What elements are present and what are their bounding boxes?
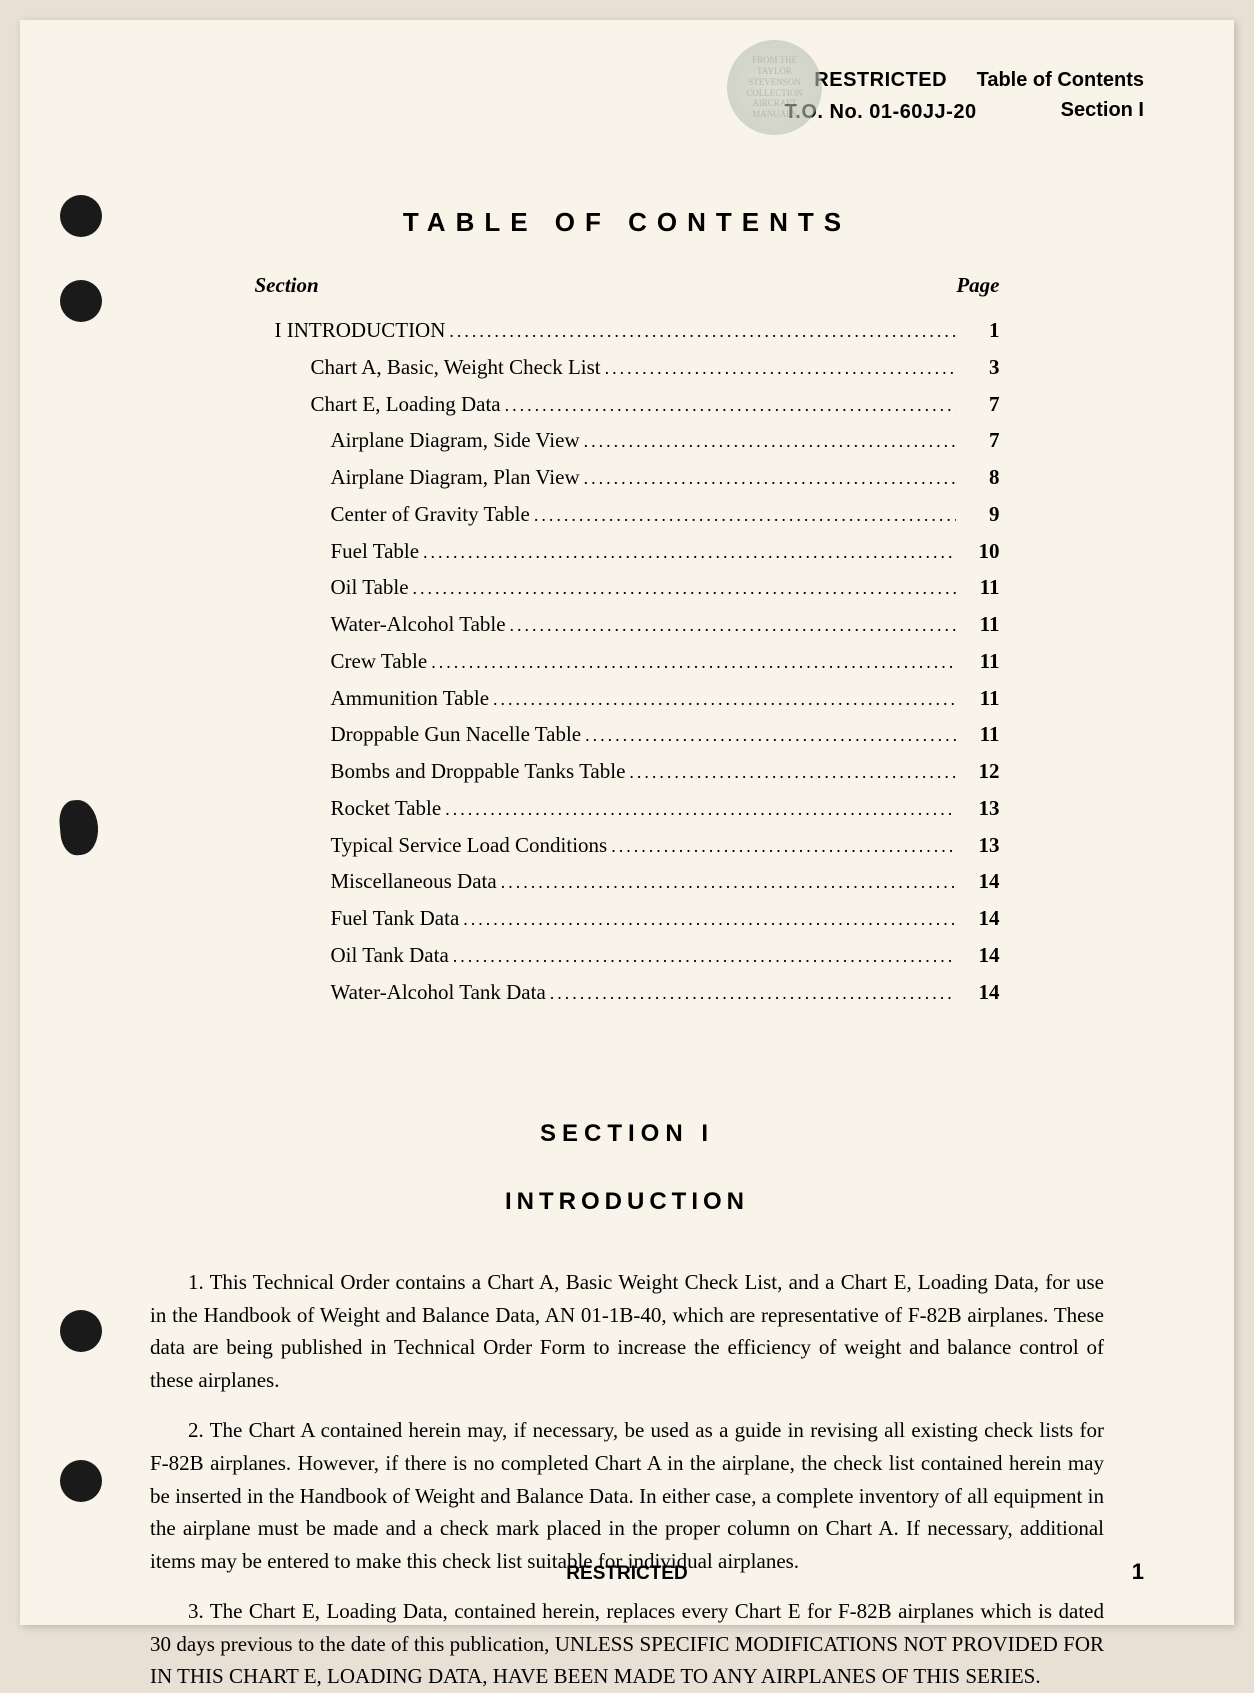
toc-entry-page: 14 [960,863,1000,900]
toc-header-row: Section Page [255,273,1000,298]
toc-entry-label: Airplane Diagram, Plan View [331,459,580,496]
toc-entry: I INTRODUCTION 1 [255,312,1000,349]
toc-entry-page: 11 [960,606,1000,643]
toc-entry-label: Oil Tank Data [331,937,449,974]
toc-leader-dots [493,684,955,716]
toc-entry: Chart A, Basic, Weight Check List 3 [255,349,1000,386]
toc-entry-label: Fuel Tank Data [331,900,460,937]
toc-leader-dots [453,941,956,973]
toc-entry-page: 13 [960,790,1000,827]
toc-entry: Crew Table 11 [255,643,1000,680]
toc-entry-label: Airplane Diagram, Side View [331,422,580,459]
toc-entry: Miscellaneous Data 14 [255,863,1000,900]
toc-entry-label: Miscellaneous Data [331,863,497,900]
toc-entry-page: 11 [960,716,1000,753]
toc-entry-label: Ammunition Table [331,680,490,717]
section-title: SECTION I [110,1120,1144,1148]
toc-leader-dots [463,904,955,936]
toc-entry: Airplane Diagram, Plan View 8 [255,459,1000,496]
punch-hole [60,1460,102,1502]
toc-entry-label: Bombs and Droppable Tanks Table [331,753,626,790]
toc-entry-page: 12 [960,753,1000,790]
collection-stamp: FROM THE TAYLOR STEVENSON COLLECTION AIR… [727,40,822,135]
toc-entry: Ammunition Table 11 [255,680,1000,717]
toc-entry: Rocket Table 13 [255,790,1000,827]
toc-leader-dots [534,500,956,532]
toc-entry: Fuel Tank Data 14 [255,900,1000,937]
toc-leader-dots [449,316,955,348]
table-of-contents: Section Page I INTRODUCTION1Chart A, Bas… [255,273,1000,1010]
toc-leader-dots [605,353,956,385]
toc-leader-dots [413,573,956,605]
footer-restricted: RESTRICTED [20,1563,1234,1585]
toc-entry: Airplane Diagram, Side View 7 [255,422,1000,459]
punch-hole [60,1310,102,1352]
toc-entry-label: Fuel Table [331,533,420,570]
toc-entry-label: Rocket Table [331,790,442,827]
toc-entry-page: 7 [960,386,1000,423]
toc-entry: Droppable Gun Nacelle Table 11 [255,716,1000,753]
toc-entry: Oil Tank Data 14 [255,937,1000,974]
toc-leader-dots [550,978,956,1010]
toc-entry-page: 9 [960,496,1000,533]
toc-leader-dots [584,426,956,458]
toc-entry-label: Chart A, Basic, Weight Check List [311,349,601,386]
toc-entry-page: 3 [960,349,1000,386]
toc-entry-label: I INTRODUCTION [275,312,446,349]
page-number: 1 [1132,1559,1144,1585]
toc-leader-dots [501,867,956,899]
toc-leader-dots [445,794,955,826]
toc-entry-label: Oil Table [331,569,409,606]
toc-leader-dots [629,757,955,789]
body-paragraph: 3. The Chart E, Loading Data, contained … [110,1595,1144,1693]
toc-entry-page: 8 [960,459,1000,496]
toc-entry-page: 13 [960,827,1000,864]
toc-leader-dots [431,647,955,679]
toc-leader-dots [611,831,955,863]
header-toc-label: Table of Contents [977,65,1144,95]
document-page: RESTRICTED T.O. No. 01-60JJ-20 FROM THE … [20,20,1234,1625]
toc-entry-label: Droppable Gun Nacelle Table [331,716,582,753]
toc-entry: Fuel Table 10 [255,533,1000,570]
toc-col-page: Page [956,273,999,298]
toc-col-section: Section [255,273,319,298]
toc-entry-label: Water-Alcohol Tank Data [331,974,546,1011]
page-header: RESTRICTED T.O. No. 01-60JJ-20 FROM THE … [110,65,1144,127]
toc-entry-page: 10 [960,533,1000,570]
toc-entry: Water-Alcohol Table 11 [255,606,1000,643]
toc-entry-page: 11 [960,569,1000,606]
toc-leader-dots [510,610,956,642]
punch-hole [60,195,102,237]
toc-entry: Chart E, Loading Data 7 [255,386,1000,423]
toc-entry-label: Chart E, Loading Data [311,386,501,423]
section-subtitle: INTRODUCTION [110,1188,1144,1216]
header-right: Table of Contents Section I [977,65,1144,125]
toc-entry: Oil Table 11 [255,569,1000,606]
toc-entry-label: Water-Alcohol Table [331,606,506,643]
toc-leader-dots [584,463,956,495]
toc-entry-label: Crew Table [331,643,428,680]
punch-hole [60,280,102,322]
toc-entry: Water-Alcohol Tank Data 14 [255,974,1000,1011]
toc-entry-page: 7 [960,422,1000,459]
body-paragraph: 1. This Technical Order contains a Chart… [110,1266,1144,1396]
toc-entry: Typical Service Load Conditions 13 [255,827,1000,864]
toc-title: TABLE OF CONTENTS [110,207,1144,238]
toc-entry-label: Center of Gravity Table [331,496,530,533]
toc-entry-page: 14 [960,900,1000,937]
toc-entry-page: 14 [960,937,1000,974]
toc-entry: Center of Gravity Table 9 [255,496,1000,533]
toc-entry: Bombs and Droppable Tanks Table 12 [255,753,1000,790]
body-paragraph: 2. The Chart A contained herein may, if … [110,1414,1144,1577]
punch-hole [58,798,101,856]
header-section-label: Section I [977,95,1144,125]
toc-leader-dots [505,390,956,422]
toc-entry-page: 14 [960,974,1000,1011]
toc-leader-dots [423,537,955,569]
toc-leader-dots [585,720,955,752]
toc-entry-page: 11 [960,680,1000,717]
toc-entry-page: 1 [960,312,1000,349]
toc-entry-label: Typical Service Load Conditions [331,827,608,864]
toc-entry-page: 11 [960,643,1000,680]
